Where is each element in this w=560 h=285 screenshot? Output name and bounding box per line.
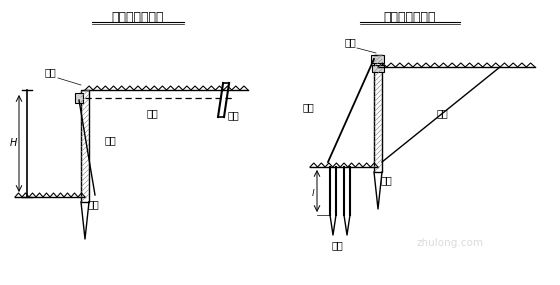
Text: 斜柱支撑示意图: 斜柱支撑示意图 — [384, 11, 436, 24]
Text: l: l — [311, 188, 314, 198]
Text: 锚固支撑示意图: 锚固支撑示意图 — [112, 11, 164, 24]
Bar — [75, 93, 83, 103]
Text: 撑桩: 撑桩 — [331, 240, 343, 250]
Text: 填土: 填土 — [105, 135, 116, 145]
Text: 挡板: 挡板 — [88, 199, 100, 209]
Text: 桩柱: 桩柱 — [44, 67, 56, 77]
Text: 锚桩: 锚桩 — [228, 110, 240, 120]
Text: H: H — [10, 139, 17, 148]
Text: 桩柱: 桩柱 — [344, 37, 356, 47]
Bar — [372, 65, 384, 72]
Text: zhulong.com: zhulong.com — [417, 238, 483, 248]
Bar — [374, 55, 382, 172]
Bar — [81, 90, 89, 202]
Text: 挡板: 挡板 — [381, 175, 393, 185]
Text: 拉杆: 拉杆 — [146, 108, 158, 118]
Text: 斜撑: 斜撑 — [303, 102, 315, 112]
Text: 填土: 填土 — [437, 108, 449, 118]
Bar — [371, 55, 384, 63]
